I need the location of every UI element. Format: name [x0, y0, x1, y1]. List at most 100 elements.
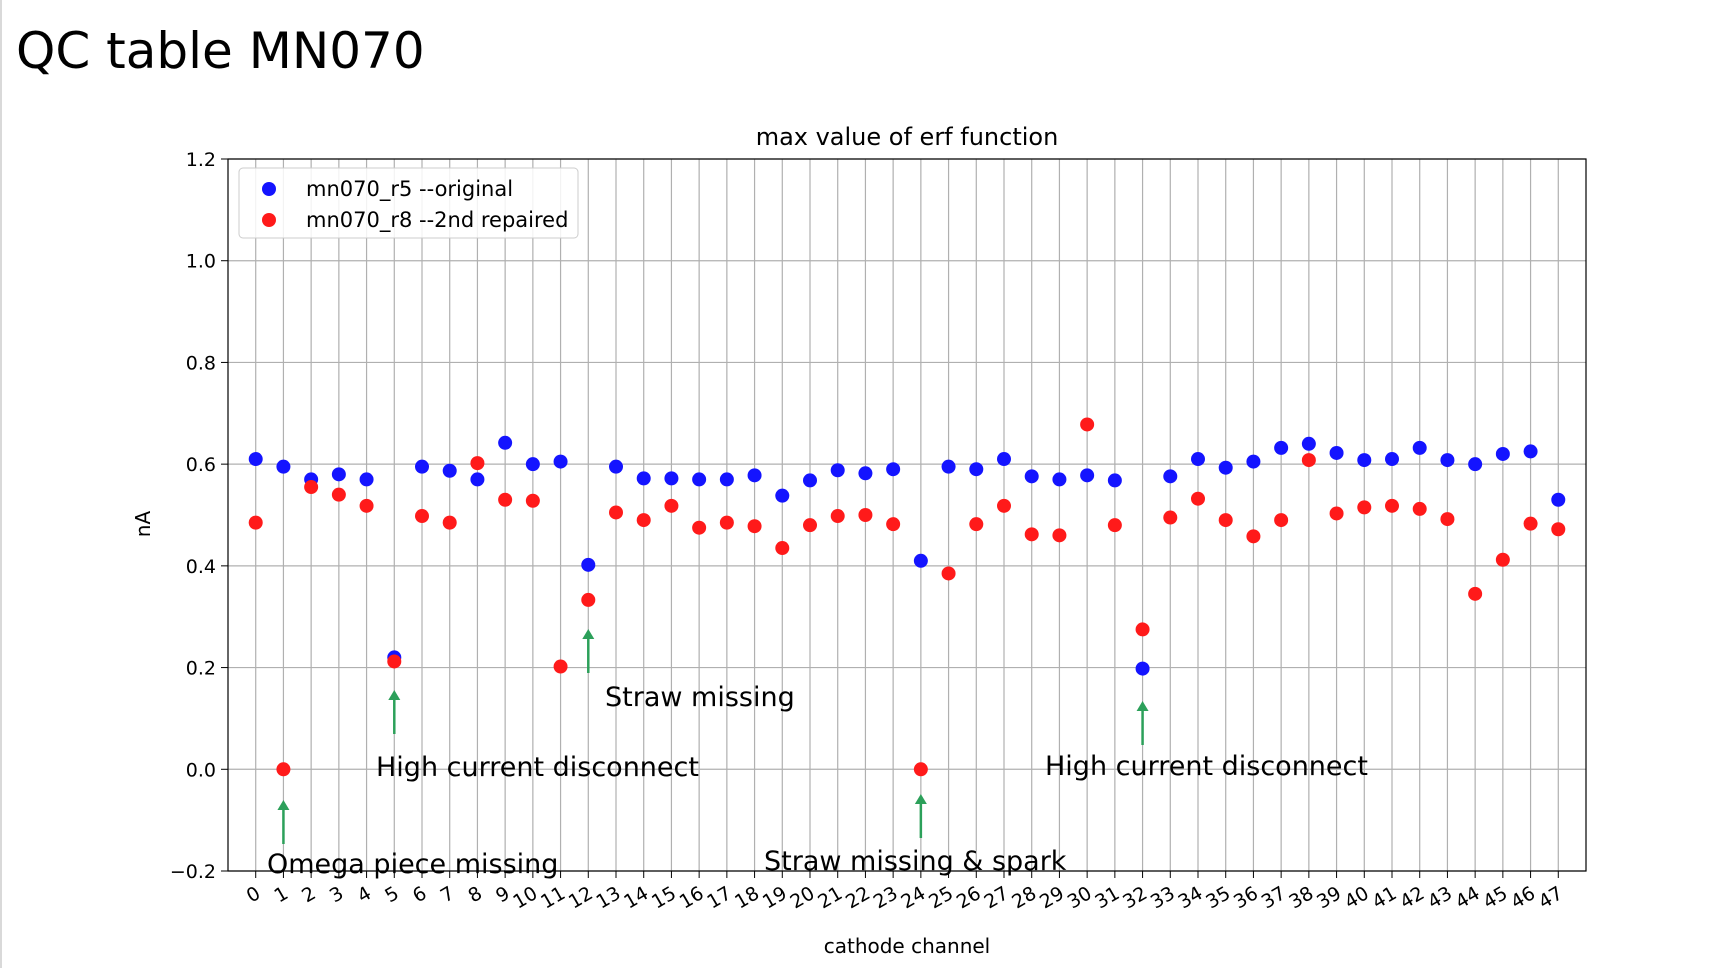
point-r5	[1052, 472, 1067, 487]
point-r5	[359, 472, 374, 487]
y-tick-label: −0.2	[170, 861, 216, 883]
point-r8	[525, 493, 540, 508]
annotation-arrow-head	[388, 690, 401, 700]
annotations: Omega piece missing High current disconne…	[267, 629, 1368, 880]
slide-title: QC table MN070	[16, 22, 425, 80]
point-r8	[1357, 500, 1372, 515]
legend: mn070_r5 --original mn070_r8 --2nd repai…	[238, 167, 579, 239]
point-r8	[719, 515, 734, 530]
x-tick-label: 26	[953, 882, 985, 913]
point-r8	[1135, 622, 1150, 637]
x-tick-label: 28	[1008, 882, 1040, 913]
point-r8	[387, 654, 402, 669]
y-tick-label: 0.4	[186, 556, 216, 578]
x-tick-label: 33	[1147, 882, 1179, 913]
x-tick-label: 16	[676, 882, 708, 913]
point-r8	[858, 508, 873, 522]
y-tick-label: 1.2	[186, 149, 216, 171]
x-tick-label: 17	[703, 882, 735, 913]
point-r8	[664, 498, 679, 513]
point-r8	[913, 762, 928, 777]
x-tick-label: 32	[1119, 882, 1151, 913]
annotation-label: Omega piece missing	[267, 849, 558, 880]
point-r5	[1080, 468, 1095, 483]
x-tick-label: 2	[298, 882, 319, 907]
y-tick-label: 0.2	[186, 658, 216, 680]
point-r5	[1551, 492, 1566, 507]
point-r8	[609, 505, 623, 520]
slide-border	[0, 0, 2, 968]
point-r5	[1495, 446, 1510, 461]
point-r5	[775, 488, 790, 503]
x-tick-label: 19	[759, 882, 791, 913]
point-r8	[1024, 527, 1039, 542]
annotation-label: Straw missing	[605, 682, 795, 713]
x-tick-label: 15	[648, 882, 680, 913]
x-tick-label: 18	[731, 882, 763, 913]
point-r8	[1301, 453, 1316, 468]
point-r5	[1301, 436, 1316, 451]
point-r8	[830, 509, 845, 524]
x-tick-label: 22	[842, 882, 874, 913]
x-tick-label: 47	[1535, 882, 1567, 913]
legend-marker-r8	[262, 213, 276, 227]
x-tick-label: 35	[1202, 882, 1234, 913]
x-tick-label: 43	[1424, 882, 1456, 913]
legend-label-r5: mn070_r5 --original	[306, 177, 513, 202]
point-r8	[747, 519, 762, 534]
point-r5	[525, 457, 540, 472]
x-tick-label: 42	[1396, 882, 1428, 913]
point-r8	[1274, 513, 1289, 528]
x-tick-label: 40	[1341, 882, 1373, 913]
x-tick-label: 8	[464, 882, 485, 907]
point-r8	[775, 541, 790, 556]
point-r5	[858, 466, 873, 481]
point-r5	[442, 463, 457, 478]
x-tick-label: 37	[1258, 882, 1290, 913]
point-r5	[1191, 452, 1205, 467]
y-axis-label: nA	[131, 511, 155, 538]
point-r8	[997, 498, 1011, 513]
x-tick-label: 11	[537, 882, 569, 913]
point-r8	[1329, 506, 1344, 521]
x-tick-label: 41	[1369, 882, 1401, 913]
point-r8	[969, 517, 984, 532]
annotation-arrow-head	[914, 794, 927, 804]
y-tick-label: 0.6	[186, 454, 216, 476]
point-r5	[1107, 473, 1122, 488]
point-r8	[1495, 552, 1510, 567]
point-r8	[1551, 522, 1566, 537]
x-tick-label: 6	[409, 882, 430, 907]
point-r8	[803, 518, 817, 533]
annotation-label: High current disconnect	[1045, 751, 1368, 782]
x-tick-label: 20	[787, 882, 819, 913]
point-r5	[636, 471, 651, 486]
point-r5	[969, 462, 984, 477]
x-tick-label: 24	[897, 882, 929, 913]
point-r5	[1468, 457, 1483, 472]
x-tick-label: 14	[620, 882, 652, 913]
point-r8	[470, 456, 485, 471]
y-axis-ticks: −0.2 0.0 0.2 0.4 0.6 0.8 1.0 1.2	[170, 149, 228, 883]
point-r8	[276, 762, 291, 777]
point-r5	[1357, 453, 1372, 468]
x-tick-label: 4	[354, 882, 375, 907]
x-tick-label: 44	[1452, 882, 1484, 913]
point-r8	[1107, 518, 1122, 533]
x-tick-label: 45	[1479, 882, 1511, 913]
annotation-label: High current disconnect	[376, 752, 699, 783]
point-r8	[1468, 586, 1483, 601]
point-r5	[913, 553, 928, 568]
x-tick-label: 25	[925, 882, 957, 913]
point-r8	[498, 492, 513, 507]
x-tick-label: 39	[1313, 882, 1345, 913]
point-r5	[498, 435, 513, 450]
x-tick-label: 46	[1507, 882, 1539, 913]
data-points	[248, 417, 1566, 777]
chart-title: max value of erf function	[756, 123, 1059, 151]
point-r5	[719, 472, 734, 487]
point-r5	[1385, 452, 1399, 467]
y-tick-label: 1.0	[186, 251, 216, 273]
y-tick-label: 0.8	[186, 352, 216, 374]
